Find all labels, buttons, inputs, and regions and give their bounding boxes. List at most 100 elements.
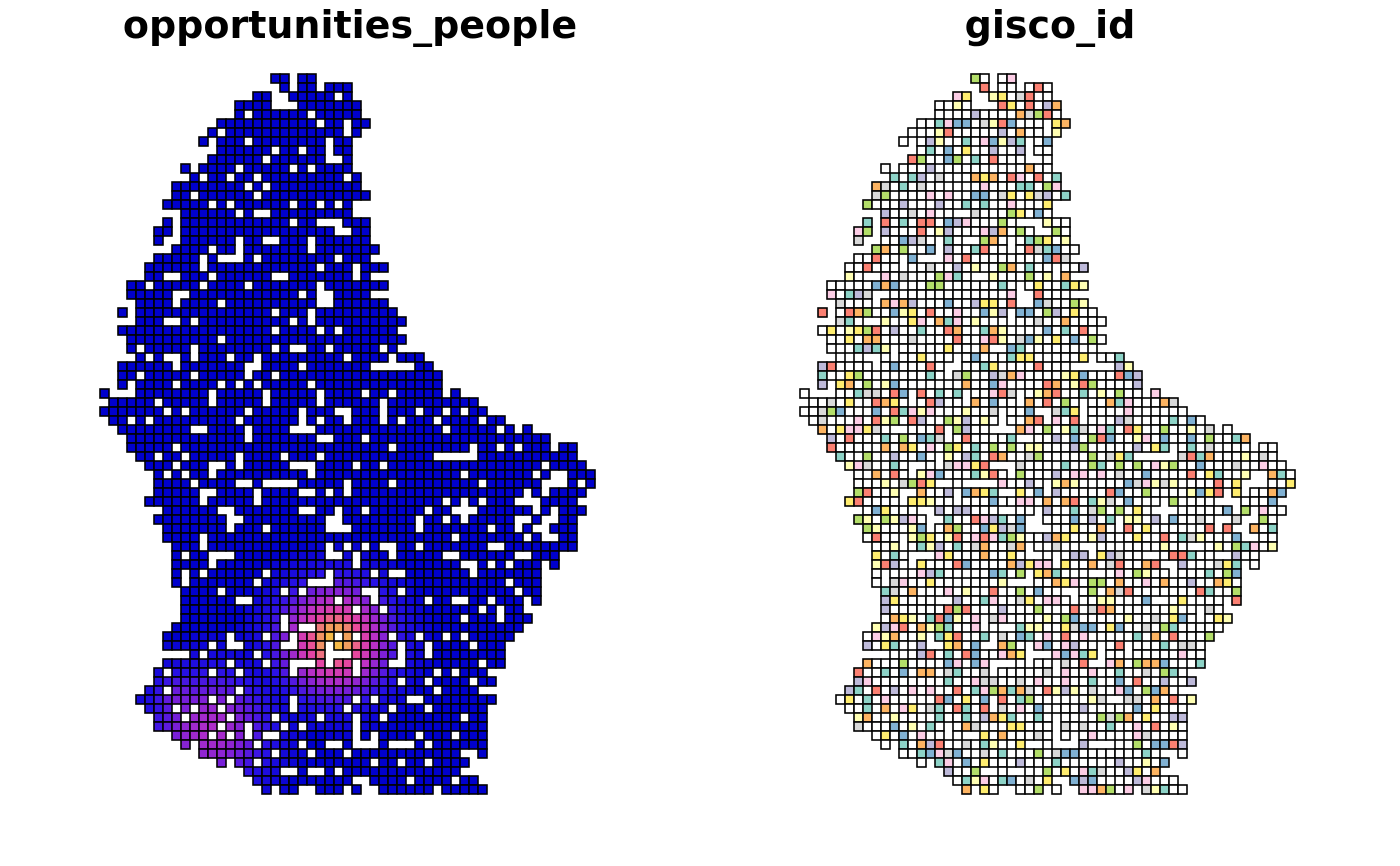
grid-cell	[297, 307, 308, 318]
grid-cell	[180, 325, 191, 336]
grid-cell	[153, 469, 164, 480]
grid-cell	[405, 721, 416, 732]
grid-cell	[369, 478, 380, 489]
grid-cell	[1150, 766, 1161, 777]
grid-cell	[970, 640, 981, 651]
grid-cell	[387, 460, 398, 471]
grid-cell	[306, 595, 317, 606]
grid-cell	[441, 433, 452, 444]
grid-cell	[1033, 604, 1044, 615]
grid-cell	[333, 676, 344, 687]
grid-cell	[889, 712, 900, 723]
grid-cell	[1078, 532, 1089, 543]
grid-cell	[225, 541, 236, 552]
grid-cell	[324, 163, 335, 174]
grid-cell	[988, 496, 999, 507]
grid-cell	[997, 469, 1008, 480]
grid-cell	[1033, 244, 1044, 255]
grid-cell	[369, 370, 380, 381]
grid-cell	[925, 388, 936, 399]
grid-cell	[1096, 406, 1107, 417]
grid-cell	[378, 505, 389, 516]
grid-cell	[862, 280, 873, 291]
grid-cell	[1042, 613, 1053, 624]
grid-cell	[1051, 316, 1062, 327]
grid-cell	[540, 550, 551, 561]
grid-cell	[189, 406, 200, 417]
grid-cell	[360, 685, 371, 696]
grid-cell	[468, 658, 479, 669]
grid-cell	[979, 244, 990, 255]
grid-cell	[504, 496, 515, 507]
grid-cell	[1051, 676, 1062, 687]
grid-cell	[288, 136, 299, 147]
grid-cell	[180, 694, 191, 705]
grid-cell	[880, 604, 891, 615]
grid-cell	[907, 442, 918, 453]
grid-cell	[234, 289, 245, 300]
grid-cell	[916, 532, 927, 543]
grid-cell	[871, 730, 882, 741]
grid-cell	[1132, 703, 1143, 714]
grid-cell	[1060, 559, 1071, 570]
grid-cell	[988, 505, 999, 516]
grid-cell	[889, 649, 900, 660]
grid-cell	[934, 757, 945, 768]
grid-cell	[952, 325, 963, 336]
grid-cell	[441, 703, 452, 714]
grid-cell	[979, 118, 990, 129]
grid-cell	[270, 289, 281, 300]
grid-cell	[871, 181, 882, 192]
grid-cell	[880, 280, 891, 291]
grid-cell	[979, 352, 990, 363]
grid-cell	[405, 442, 416, 453]
grid-cell	[207, 478, 218, 489]
grid-cell	[324, 532, 335, 543]
grid-cell	[207, 685, 218, 696]
grid-cell	[997, 694, 1008, 705]
grid-cell	[961, 118, 972, 129]
grid-cell	[988, 136, 999, 147]
grid-cell	[925, 649, 936, 660]
grid-cell	[180, 739, 191, 750]
grid-cell	[189, 577, 200, 588]
grid-cell	[979, 487, 990, 498]
grid-cell	[378, 775, 389, 786]
grid-cell	[979, 649, 990, 660]
grid-cell	[1105, 550, 1116, 561]
grid-cell	[1132, 577, 1143, 588]
grid-cell	[378, 622, 389, 633]
grid-cell	[198, 604, 209, 615]
grid-cell	[952, 451, 963, 462]
grid-cell	[889, 199, 900, 210]
grid-cell	[1015, 739, 1026, 750]
grid-cell	[387, 586, 398, 597]
grid-cell	[1033, 712, 1044, 723]
grid-cell	[189, 667, 200, 678]
grid-cell	[1087, 424, 1098, 435]
grid-cell	[1141, 640, 1152, 651]
grid-cell	[880, 613, 891, 624]
grid-cell	[315, 379, 326, 390]
grid-cell	[261, 226, 272, 237]
grid-cell	[1168, 469, 1179, 480]
grid-cell	[306, 478, 317, 489]
grid-cell	[225, 460, 236, 471]
grid-cell	[459, 730, 470, 741]
grid-cell	[1177, 559, 1188, 570]
grid-cell	[324, 208, 335, 219]
grid-cell	[970, 118, 981, 129]
grid-cell	[162, 397, 173, 408]
grid-cell	[1276, 505, 1287, 516]
grid-cell	[1177, 460, 1188, 471]
grid-cell	[907, 190, 918, 201]
grid-cell	[468, 550, 479, 561]
grid-cell	[1024, 316, 1035, 327]
grid-cell	[1177, 532, 1188, 543]
grid-cell	[333, 568, 344, 579]
grid-cell	[1042, 370, 1053, 381]
grid-cell	[889, 532, 900, 543]
grid-cell	[441, 739, 452, 750]
grid-cell	[979, 73, 990, 84]
grid-cell	[153, 676, 164, 687]
